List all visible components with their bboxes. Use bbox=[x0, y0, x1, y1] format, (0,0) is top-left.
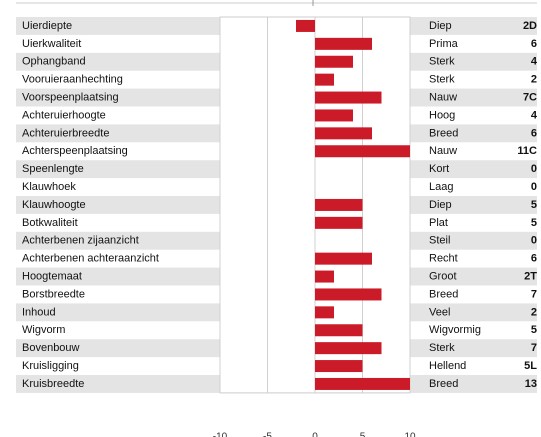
bar bbox=[315, 252, 372, 265]
bar bbox=[315, 377, 410, 390]
trait-score: 5L bbox=[524, 360, 537, 372]
bar bbox=[315, 342, 382, 355]
trait-description: Sterk bbox=[429, 74, 455, 86]
trait-label: Kruisbreedte bbox=[22, 378, 84, 390]
trait-description: Hoog bbox=[429, 109, 455, 121]
trait-label: Kruisligging bbox=[22, 360, 79, 372]
trait-label: Achteruierbreedte bbox=[22, 127, 109, 139]
trait-description: Prima bbox=[429, 38, 459, 50]
trait-label: Achteruierhoogte bbox=[22, 109, 106, 121]
trait-score: 6 bbox=[531, 253, 537, 265]
trait-score: 11C bbox=[517, 145, 537, 157]
trait-description: Recht bbox=[429, 253, 458, 265]
trait-label: Achterspeenplaatsing bbox=[22, 145, 128, 157]
trait-score: 7 bbox=[531, 342, 537, 354]
trait-label: Speenlengte bbox=[22, 163, 84, 175]
trait-description: Breed bbox=[429, 288, 458, 300]
trait-description: Diep bbox=[429, 20, 452, 32]
trait-description: Laag bbox=[429, 181, 453, 193]
bar bbox=[315, 91, 382, 104]
trait-label: Inhoud bbox=[22, 306, 56, 318]
trait-description: Plat bbox=[429, 217, 448, 229]
trait-score: 0 bbox=[531, 235, 537, 247]
trait-score: 5 bbox=[531, 324, 537, 336]
trait-score: 0 bbox=[531, 181, 537, 193]
trait-label: Uierdiepte bbox=[22, 20, 72, 32]
trait-description: Sterk bbox=[429, 342, 455, 354]
bar bbox=[315, 145, 410, 158]
x-tick-label: -5 bbox=[263, 432, 272, 437]
trait-label: Ophangband bbox=[22, 56, 86, 68]
trait-description: Breed bbox=[429, 378, 458, 390]
trait-label: Bovenbouw bbox=[22, 342, 80, 354]
trait-label: Borstbreedte bbox=[22, 288, 85, 300]
bar bbox=[315, 216, 363, 229]
bar bbox=[315, 55, 353, 68]
trait-description: Steil bbox=[429, 235, 450, 247]
trait-score: 4 bbox=[531, 56, 538, 68]
bar bbox=[315, 127, 372, 140]
trait-label: Wigvorm bbox=[22, 324, 65, 336]
trait-label: Achterbenen zijaanzicht bbox=[22, 235, 139, 247]
trait-score: 2 bbox=[531, 74, 537, 86]
trait-label: Voorspeenplaatsing bbox=[22, 91, 119, 103]
trait-score: 4 bbox=[531, 109, 538, 121]
trait-description: Hellend bbox=[429, 360, 466, 372]
bar bbox=[315, 73, 334, 86]
trait-description: Nauw bbox=[429, 91, 457, 103]
trait-score: 2T bbox=[524, 270, 537, 282]
bar bbox=[315, 37, 372, 50]
trait-label: Uierkwaliteit bbox=[22, 38, 81, 50]
trait-label: Vooruieraanhechting bbox=[22, 74, 123, 86]
trait-score: 7 bbox=[531, 288, 537, 300]
x-tick-label: 0 bbox=[312, 432, 318, 437]
trait-description: Nauw bbox=[429, 145, 457, 157]
bar bbox=[315, 360, 363, 373]
bar bbox=[315, 324, 363, 337]
x-tick-label: -10 bbox=[213, 432, 228, 437]
trait-description: Groot bbox=[429, 270, 457, 282]
trait-description: Kort bbox=[429, 163, 449, 175]
trait-score: 5 bbox=[531, 217, 537, 229]
bar bbox=[315, 109, 353, 122]
trait-score: 2D bbox=[523, 20, 537, 32]
trait-score: 13 bbox=[525, 378, 537, 390]
trait-score: 6 bbox=[531, 38, 537, 50]
trait-label: Hoogtemaat bbox=[22, 270, 82, 282]
trait-label: Achterbenen achteraanzicht bbox=[22, 253, 159, 265]
trait-description: Veel bbox=[429, 306, 450, 318]
trait-label: Klauwhoek bbox=[22, 181, 76, 193]
x-tick-label: 10 bbox=[404, 432, 416, 437]
x-tick-label: 5 bbox=[360, 432, 366, 437]
bar bbox=[315, 198, 363, 211]
bar bbox=[315, 270, 334, 283]
trait-label: Klauwhoogte bbox=[22, 199, 86, 211]
trait-description: Wigvormig bbox=[429, 324, 481, 336]
trait-description: Sterk bbox=[429, 56, 455, 68]
trait-description: Diep bbox=[429, 199, 452, 211]
trait-score: 6 bbox=[531, 127, 537, 139]
trait-label: Botkwaliteit bbox=[22, 217, 78, 229]
trait-score: 7C bbox=[523, 91, 537, 103]
bar bbox=[315, 288, 382, 301]
trait-score: 5 bbox=[531, 199, 537, 211]
bar bbox=[296, 19, 315, 32]
trait-description: Breed bbox=[429, 127, 458, 139]
trait-score: 2 bbox=[531, 306, 537, 318]
bar bbox=[315, 306, 334, 319]
trait-score: 0 bbox=[531, 163, 537, 175]
